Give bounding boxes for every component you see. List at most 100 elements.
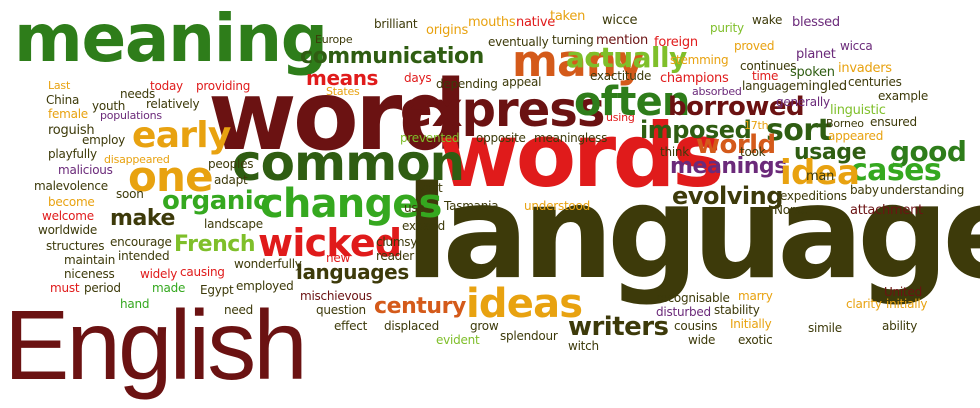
word-wide: wide — [688, 333, 716, 347]
word-need: need — [224, 303, 254, 317]
word-norse: Norse — [774, 203, 808, 217]
word-wonderfully: wonderfully — [234, 257, 302, 271]
word-language: language — [405, 159, 980, 308]
word-borneo: Borneo — [826, 117, 864, 130]
word-attachment: attachment — [850, 203, 923, 218]
word-ideas: ideas — [466, 281, 583, 327]
word-appeared: appeared — [828, 129, 884, 143]
word-proved: proved — [734, 39, 775, 53]
word-adapt: adapt — [214, 173, 248, 187]
word-must: must — [50, 281, 80, 295]
word-expand: expand — [402, 219, 446, 233]
word-europe: Europe — [315, 33, 353, 46]
word-intended: intended — [118, 249, 170, 263]
word-marry: marry — [738, 289, 773, 303]
word-period: period — [84, 281, 121, 295]
word-wicked: wicked — [258, 221, 402, 265]
word-mischievous: mischievous — [300, 289, 372, 303]
word-language-small: language — [742, 79, 796, 93]
word-causing: causing — [180, 265, 225, 279]
word-initially: initially — [886, 297, 928, 311]
word-common: common — [232, 134, 465, 192]
word-maintain: maintain — [64, 253, 116, 267]
word-absorbed: absorbed — [692, 85, 742, 98]
word-mingled: mingled — [796, 79, 847, 94]
word-malicious: malicious — [58, 163, 113, 177]
word-ability: ability — [882, 319, 918, 333]
word-meaningless: meaningless — [534, 131, 608, 145]
word-17th: 17th — [744, 119, 769, 132]
word-exotic: exotic — [738, 333, 773, 347]
word-centuries: centuries — [848, 75, 902, 89]
word-today: today — [150, 79, 183, 93]
word-meanings: meanings — [670, 154, 787, 179]
word-linguistic: linguistic — [830, 103, 886, 118]
word-days: days — [404, 71, 432, 85]
word-one: one — [128, 152, 214, 201]
word-encourage: encourage — [110, 235, 172, 249]
word-borrowed: borrowed — [668, 92, 805, 122]
word-planet: planet — [796, 47, 836, 62]
word-depending: depending — [436, 77, 498, 91]
word-providing: providing — [196, 79, 251, 93]
word-stability: stability — [714, 303, 760, 317]
word-ensured: ensured — [870, 115, 917, 129]
word-exactitude: exactitude — [590, 69, 652, 83]
word-cases: cases — [850, 153, 942, 188]
word-actually: actually — [566, 41, 687, 74]
word-took: took — [740, 145, 766, 159]
word-structures: structures — [46, 239, 105, 253]
word-generally: generally — [776, 95, 830, 109]
word-eventually: eventually — [488, 35, 549, 49]
word-express: express — [400, 82, 605, 138]
word-words: words — [438, 104, 724, 207]
word-tasmania: Tasmania — [444, 199, 499, 213]
word-niceness: niceness — [64, 267, 115, 281]
word-disturbed: disturbed — [656, 305, 711, 319]
word-clumsy: clumsy — [376, 235, 418, 249]
word-malevolence: malevolence — [34, 179, 108, 193]
word-wicce: wicce — [602, 13, 638, 28]
word-evolving: evolving — [672, 182, 783, 210]
word-cousins: cousins — [674, 319, 718, 333]
word-soon: soon — [116, 187, 144, 201]
word-use: use — [404, 201, 425, 215]
word-displaced: displaced — [384, 319, 439, 333]
word-opposite: opposite — [476, 131, 526, 145]
word-effect: effect — [334, 319, 368, 333]
word-initially-cap: Initially — [730, 317, 772, 331]
word-expeditions: expeditions — [780, 189, 847, 203]
word-simile: simile — [808, 321, 842, 335]
word-spoken: spoken — [790, 65, 835, 80]
word-baby: baby — [850, 183, 879, 197]
word-understanding: understanding — [880, 183, 965, 197]
word-employ: employ — [82, 133, 126, 147]
word-united: United — [884, 285, 922, 299]
word-mention: mention — [596, 33, 648, 48]
word-last: Last — [48, 79, 71, 92]
word-century: century — [374, 294, 466, 319]
word-means: means — [306, 66, 379, 90]
word-word: word — [208, 60, 467, 172]
word-english: English — [4, 290, 308, 400]
word-many: many — [512, 36, 645, 87]
word-vast: vast — [418, 181, 443, 195]
word-needs: needs — [120, 87, 156, 101]
word-new: new — [326, 251, 351, 265]
word-continues: continues — [740, 59, 797, 73]
word-disappeared: disappeared — [104, 153, 170, 166]
word-native: native — [516, 15, 556, 30]
word-stemming: stemming — [670, 53, 729, 67]
word-understood: understood — [524, 199, 591, 213]
word-appeal: appeal — [502, 75, 542, 89]
word-time: time — [752, 69, 779, 83]
word-relatively: relatively — [146, 97, 200, 111]
word-hand: hand — [120, 297, 150, 311]
word-roguish: roguish — [48, 123, 95, 138]
word-sort: sort — [766, 113, 832, 148]
word-youth: youth — [92, 99, 126, 113]
word-playfully: playfully — [48, 147, 97, 161]
word-champions: champions — [660, 71, 729, 86]
word-foreign: foreign — [654, 35, 698, 50]
word-states: States — [326, 85, 360, 98]
